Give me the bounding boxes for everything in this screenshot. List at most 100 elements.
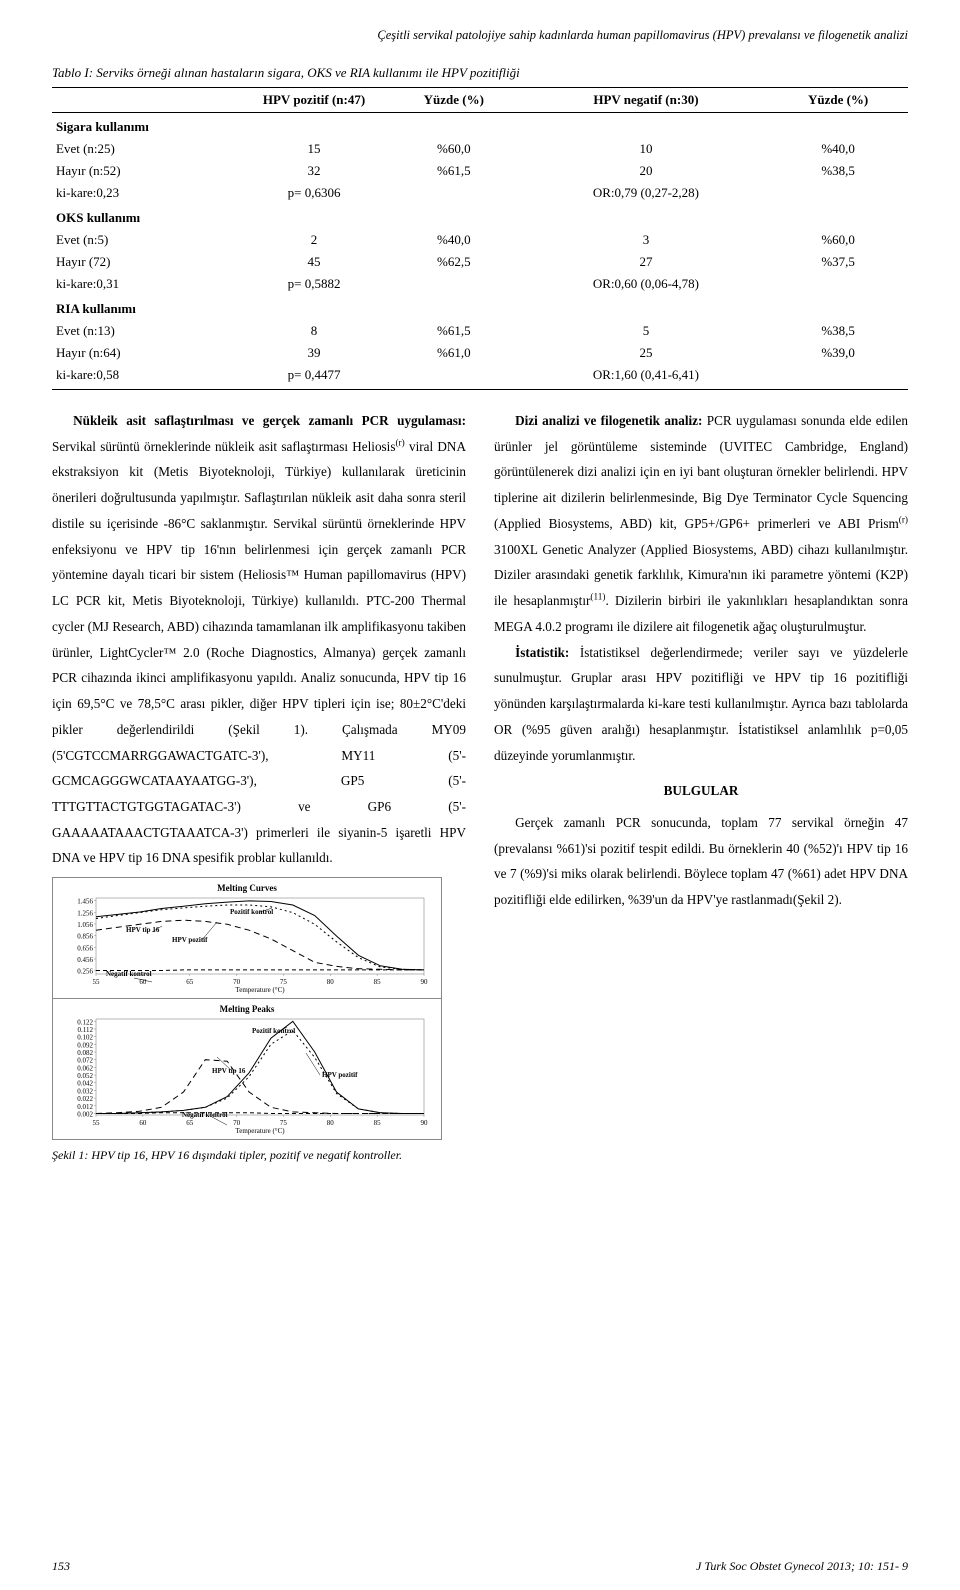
page-number: 153 [52,1559,70,1574]
svg-text:80: 80 [327,978,335,986]
table-section-head: Sigara kullanımı [52,113,908,139]
col-header [52,88,244,113]
run-in-head: Dizi analizi ve filogenetik analiz: [515,413,702,428]
table-cell: p= 0,5882 [244,273,384,295]
table-row: Hayır (n:52)32%61,520%38,5 [52,160,908,182]
table-cell: %38,5 [768,320,908,342]
table-cell: %40,0 [768,138,908,160]
svg-text:90: 90 [421,1119,429,1127]
svg-text:60: 60 [139,1119,147,1127]
svg-text:Negatif kontrol: Negatif kontrol [106,970,152,978]
table-cell: ki-kare:0,58 [52,364,244,390]
table-cell [768,364,908,390]
svg-text:85: 85 [374,1119,382,1127]
superscript: (r) [899,515,908,525]
table-cell: %61,5 [384,320,524,342]
table-cell: Hayır (n:64) [52,342,244,364]
table-cell: OR:0,79 (0,27-2,28) [524,182,769,204]
table-cell: %62,5 [384,251,524,273]
table-cell: %40,0 [384,229,524,251]
table-row: Evet (n:5)2%40,03%60,0 [52,229,908,251]
table-cell: 32 [244,160,384,182]
paragraph: Nükleik asit saflaştırılması ve gerçek z… [52,408,466,871]
svg-text:0.656: 0.656 [77,945,93,953]
table-cell [768,273,908,295]
svg-text:1.456: 1.456 [77,898,93,906]
col-header: HPV pozitif (n:47) [244,88,384,113]
melting-peaks-chart: 0.1220.1120.1020.0920.0820.0720.0620.052… [62,1005,432,1135]
table-cell: %39,0 [768,342,908,364]
svg-text:Pozitif kontrol: Pozitif kontrol [252,1027,295,1035]
svg-text:55: 55 [93,978,101,986]
body-text: PCR uygulaması sonunda elde edilen ürünl… [494,413,908,531]
table-cell: %61,5 [384,160,524,182]
melting-curves-chart: 1.4561.2561.0560.8560.6560.4560.25655606… [62,884,432,994]
svg-text:75: 75 [280,1119,288,1127]
svg-text:75: 75 [280,978,288,986]
table-cell: 15 [244,138,384,160]
svg-text:0.456: 0.456 [77,956,93,964]
table-row: ki-kare:0,23p= 0,6306OR:0,79 (0,27-2,28) [52,182,908,204]
table-cell: p= 0,4477 [244,364,384,390]
table-row: Hayır (72)45%62,527%37,5 [52,251,908,273]
table-header-row: HPV pozitif (n:47) Yüzde (%) HPV negatif… [52,88,908,113]
table-cell: Hayır (72) [52,251,244,273]
svg-text:90: 90 [421,978,429,986]
chart-title: Melting Peaks [53,1001,441,1019]
section-head-cell: Sigara kullanımı [52,113,908,139]
table-cell: 25 [524,342,769,364]
data-table: HPV pozitif (n:47) Yüzde (%) HPV negatif… [52,87,908,390]
superscript: (r) [395,437,404,447]
section-heading: BULGULAR [494,778,908,804]
figure-caption: Şekil 1: HPV tip 16, HPV 16 dışındaki ti… [52,1146,442,1164]
table-cell: %38,5 [768,160,908,182]
svg-text:0.002: 0.002 [77,1111,93,1119]
table-cell: %60,0 [768,229,908,251]
table-row: Evet (n:25)15%60,010%40,0 [52,138,908,160]
table-cell: Hayır (n:52) [52,160,244,182]
svg-text:Pozitif kontrol: Pozitif kontrol [230,908,273,916]
table-row: ki-kare:0,58p= 0,4477 OR:1,60 (0,41-6,41) [52,364,908,390]
body-text: Servikal sürüntü örneklerinde nükleik as… [52,439,395,454]
svg-text:HPV pozitif: HPV pozitif [322,1071,358,1079]
svg-text:70: 70 [233,978,241,986]
table-row: Hayır (n:64)39%61,025%39,0 [52,342,908,364]
table-cell: p= 0,6306 [244,182,384,204]
table-row: Evet (n:13)8%61,55%38,5 [52,320,908,342]
svg-text:Temperature (°C): Temperature (°C) [235,986,285,994]
col-header: Yüzde (%) [384,88,524,113]
table-cell [384,364,524,390]
table-cell: %61,0 [384,342,524,364]
table-section-head: RIA kullanımı [52,295,908,320]
table-cell: %60,0 [384,138,524,160]
svg-text:80: 80 [327,1119,335,1127]
table-cell: 45 [244,251,384,273]
run-in-head: Nükleik asit saflaştırılması ve gerçek z… [73,413,466,428]
table-caption: Tablo I: Serviks örneği alınan hastaları… [52,65,908,81]
run-in-head: İstatistik: [515,645,569,660]
table-cell: ki-kare:0,31 [52,273,244,295]
svg-text:Temperature (°C): Temperature (°C) [235,1127,285,1135]
svg-text:Negatif kontrol: Negatif kontrol [182,1111,228,1119]
figure-panel-peaks: Melting Peaks 0.1220.1120.1020.0920.0820… [52,999,442,1140]
superscript: (11) [590,592,605,602]
table-cell [768,182,908,204]
table-cell: 27 [524,251,769,273]
svg-text:HPV tip 16: HPV tip 16 [126,926,160,934]
table-cell: OR:0,60 (0,06-4,78) [524,273,769,295]
table-cell: 8 [244,320,384,342]
table-cell [384,273,524,295]
table-cell: 5 [524,320,769,342]
table-cell: Evet (n:5) [52,229,244,251]
svg-text:0.256: 0.256 [77,968,93,976]
section-head-cell: RIA kullanımı [52,295,908,320]
table-cell: 2 [244,229,384,251]
figure-panel-curves: Melting Curves 1.4561.2561.0560.8560.656… [52,877,442,999]
section-head-cell: OKS kullanımı [52,204,908,229]
chart-title: Melting Curves [53,880,441,898]
col-header: Yüzde (%) [768,88,908,113]
table-cell: 3 [524,229,769,251]
table-cell: %37,5 [768,251,908,273]
table-section-head: OKS kullanımı [52,204,908,229]
table-cell: OR:1,60 (0,41-6,41) [524,364,769,390]
